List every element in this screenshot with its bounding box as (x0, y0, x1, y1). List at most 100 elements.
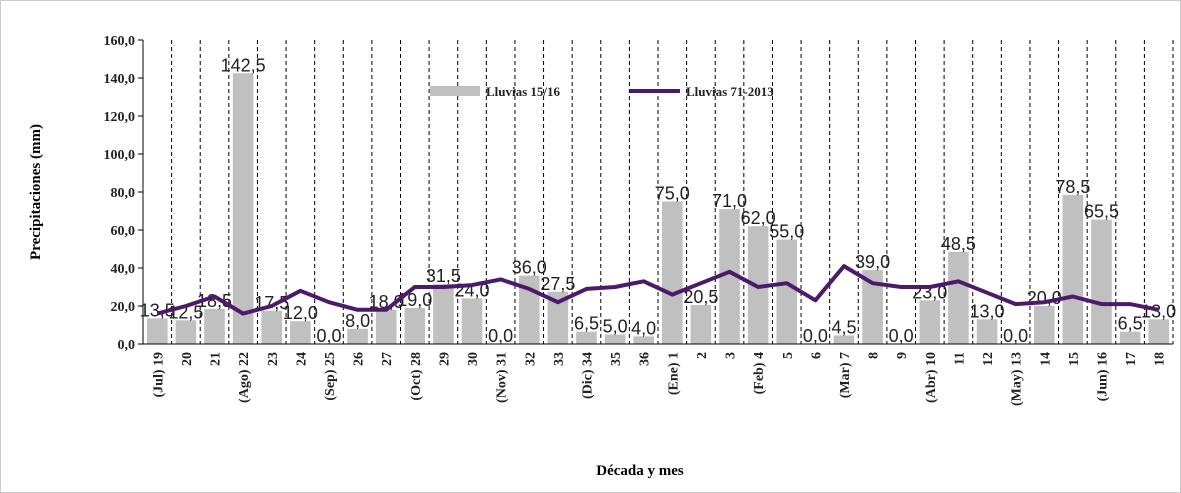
bar (204, 308, 225, 344)
bar (833, 335, 855, 344)
y-axis-title: Precipitaciones (mm) (28, 124, 44, 260)
data-label: 55,0 (769, 222, 804, 242)
x-tick-label: (Ene) 1 (666, 352, 681, 395)
data-label: 0,0 (889, 326, 914, 346)
x-tick-label: 11 (952, 352, 967, 365)
x-axis-title: Década y mes (596, 463, 684, 479)
x-tick-label: (May) 13 (1010, 352, 1025, 406)
legend-swatch (430, 86, 480, 96)
x-tick-label: (Nov) 31 (495, 352, 510, 403)
x-tick-label: 3 (724, 352, 739, 359)
bar (375, 309, 397, 344)
x-tick-label: (Oct) 28 (409, 352, 424, 401)
y-tick-label: 100,0 (104, 148, 136, 163)
data-label: 48,5 (941, 234, 976, 254)
legend-label: Lluvias 15/16 (486, 84, 561, 99)
data-label: 71,0 (712, 191, 747, 211)
y-tick-label: 60,0 (111, 224, 136, 239)
line (156, 264, 1160, 316)
data-label: 27,5 (540, 274, 575, 294)
y-tick-label: 40,0 (111, 262, 136, 277)
y-tick-label: 80,0 (111, 186, 136, 201)
bar (461, 298, 483, 344)
data-label: 13,5 (140, 300, 175, 320)
data-label: 0,0 (316, 326, 341, 346)
data-label: 6,5 (1118, 314, 1143, 334)
x-tick-label: 35 (609, 352, 624, 366)
bar (1033, 306, 1055, 344)
x-tick-label: (Abr) 10 (924, 352, 939, 403)
bar (776, 239, 798, 344)
bar (147, 318, 168, 344)
data-label: 65,5 (1084, 202, 1119, 222)
bar (347, 328, 368, 344)
x-tick-label: 12 (981, 352, 996, 366)
bar (576, 331, 597, 344)
data-label: 39,0 (855, 252, 890, 272)
y-tick-label: 160,0 (104, 34, 136, 49)
x-tick-label: 15 (1067, 352, 1082, 366)
data-label: 12,0 (283, 303, 318, 323)
x-tick-label: (Jul) 19 (151, 352, 166, 398)
x-tick-label: 30 (466, 352, 481, 366)
x-tick-label: 36 (638, 352, 653, 366)
bar (404, 307, 426, 344)
x-tick-label: 2 (695, 352, 710, 359)
x-tick-label: (Sep) 25 (323, 352, 338, 401)
bar (1091, 219, 1112, 344)
data-label: 31,5 (426, 266, 461, 286)
bar (433, 284, 454, 344)
x-tick-label: 33 (552, 352, 567, 366)
bar (948, 251, 969, 344)
x-tick-label: (Feb) 4 (752, 352, 767, 394)
x-tick-label: 6 (809, 352, 824, 359)
x-tick-label: 24 (294, 352, 309, 366)
bar (1119, 331, 1141, 344)
bar (175, 320, 197, 344)
x-tick-label: (Dic) 34 (580, 352, 595, 399)
bar (604, 334, 626, 344)
x-tick-label: 20 (180, 352, 195, 366)
bar (1062, 194, 1084, 344)
x-tick-label: 23 (266, 352, 281, 366)
data-label: 18,0 (369, 292, 404, 312)
bar (690, 305, 712, 344)
data-label: 4,0 (631, 318, 656, 338)
data-label: 6,5 (574, 314, 599, 334)
data-label: 20,5 (683, 287, 718, 307)
x-tick-label: (Ago) 22 (237, 352, 252, 403)
x-tick-label: 17 (1124, 352, 1139, 366)
x-tick-label: 9 (895, 352, 910, 359)
x-tick-label: 21 (209, 352, 224, 366)
y-tick-label: 140,0 (104, 72, 136, 87)
x-tick-label: 8 (867, 352, 882, 359)
data-label: 13,0 (970, 301, 1005, 321)
bar (1148, 319, 1169, 344)
data-label: 5,0 (603, 317, 628, 337)
data-label: 0,0 (803, 326, 828, 346)
data-label: 75,0 (655, 184, 690, 204)
x-tick-label: (Mar) 7 (838, 352, 853, 398)
bar (290, 321, 311, 344)
legend-label: Lluvias 71-2013 (686, 84, 774, 99)
x-tick-label: (Jun) 16 (1095, 352, 1110, 401)
x-tick-label: 14 (1038, 352, 1053, 366)
bar (862, 269, 883, 344)
data-label: 142,5 (221, 55, 266, 75)
data-label: 4,5 (831, 317, 856, 337)
data-label: 19,0 (397, 290, 432, 310)
data-label: 0,0 (488, 326, 513, 346)
y-tick-label: 120,0 (104, 110, 136, 125)
bar (719, 209, 740, 344)
bar (633, 336, 654, 344)
y-tick-label: 0,0 (118, 338, 136, 353)
data-label: 0,0 (1003, 326, 1028, 346)
data-label: 62,0 (741, 208, 776, 228)
data-label: 18,5 (197, 291, 232, 311)
data-label: 13,0 (1141, 301, 1176, 321)
x-tick-label: 18 (1153, 352, 1168, 366)
bar (547, 291, 569, 344)
bar (919, 300, 941, 344)
bar (261, 310, 283, 344)
